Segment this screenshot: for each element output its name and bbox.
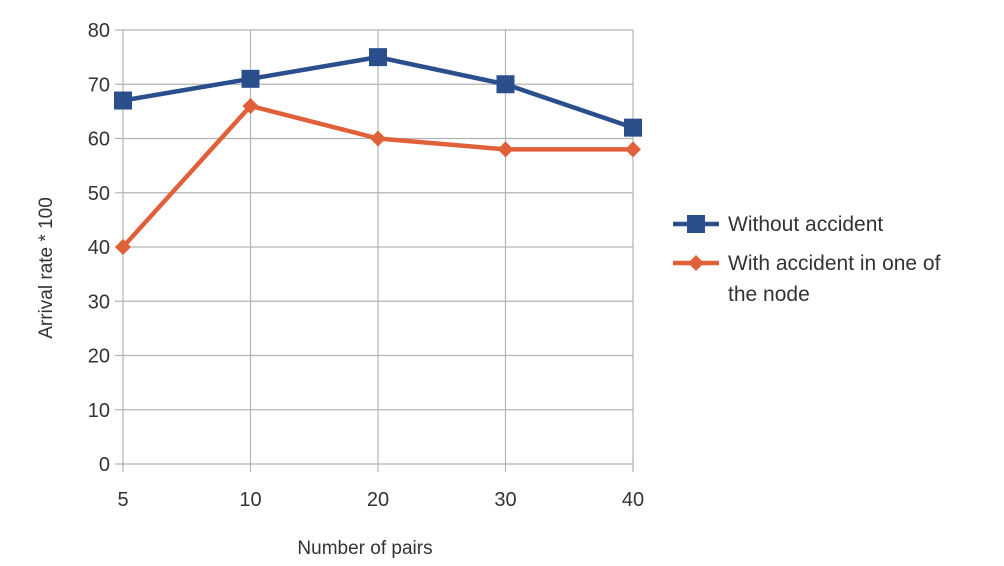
data-point — [370, 130, 386, 147]
data-point — [242, 97, 259, 114]
grid — [115, 29, 634, 472]
series-group — [115, 97, 641, 255]
data-point — [624, 118, 642, 137]
x-axis-title: Number of pairs — [297, 538, 432, 559]
x-tick-label: 20 — [367, 489, 389, 511]
y-axis-title: Arrival rate * 100 — [36, 197, 57, 339]
x-tick-label: 10 — [239, 489, 261, 511]
legend-label: Without accident — [728, 213, 883, 236]
x-tick-label: 30 — [494, 489, 516, 511]
x-axis-ticks: 5 10 20 30 40 — [117, 489, 644, 511]
y-tick-label: 0 — [99, 454, 110, 476]
legend-entry: With accident in one of the node — [673, 252, 941, 306]
data-point — [241, 69, 260, 88]
series-group — [114, 48, 642, 137]
x-tick-label: 5 — [117, 489, 128, 511]
y-tick-label: 20 — [88, 346, 110, 368]
y-axis-ticks: 0 10 20 30 40 50 60 70 80 — [88, 20, 110, 476]
y-tick-label: 70 — [88, 74, 110, 96]
data-point — [496, 75, 515, 94]
data-point — [115, 239, 131, 255]
data-point — [114, 91, 132, 110]
legend: Without accident With accident in one of t… — [673, 213, 941, 306]
data-point — [625, 141, 641, 158]
legend-entry: Without accident — [673, 213, 883, 236]
legend-marker — [688, 255, 704, 271]
data-point — [369, 48, 387, 67]
x-tick-label: 40 — [622, 489, 644, 511]
data-point — [497, 141, 514, 158]
legend-label: With accident in one of the node — [728, 252, 941, 306]
y-tick-label: 50 — [88, 183, 110, 205]
y-tick-label: 30 — [88, 291, 110, 313]
y-tick-label: 40 — [88, 237, 110, 259]
y-tick-label: 10 — [88, 400, 110, 422]
y-tick-label: 60 — [88, 129, 110, 151]
series — [114, 48, 642, 255]
y-tick-label: 80 — [88, 20, 110, 42]
legend-marker — [687, 215, 705, 233]
